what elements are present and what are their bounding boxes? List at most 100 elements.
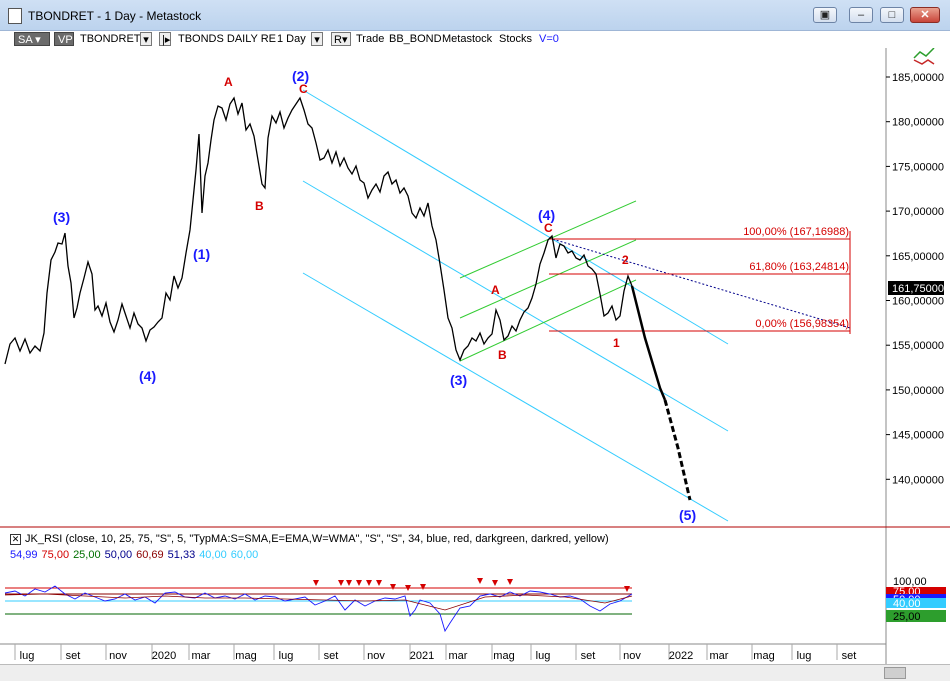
descending-channel [302,89,729,522]
chart-toolbar: SA ▾ VP TBONDRET ▾ |▸ TBONDS DAILY RE 1 … [0,30,890,48]
period-dropdown[interactable]: ▾ [311,32,323,46]
r-label: R [334,34,342,46]
time-tick-label: 2021 [410,650,434,662]
time-tick-label: mar [192,650,211,662]
wave-label-4a: (4) [139,368,156,384]
time-tick-label: mar [449,650,468,662]
trade-label[interactable]: Trade [356,33,385,45]
symbol-description: TBONDS DAILY RE [178,33,277,45]
restore-icon: ▣ [819,9,831,21]
symbol-label: TBONDRET [80,33,141,45]
wave-label-3b: (3) [450,372,467,388]
indicator-header: ✕ JK_RSI (close, 10, 25, 75, "S", 5, "Typ… [0,530,886,564]
indicator-pane [4,578,633,633]
indicator-axis-badges: 100,00 75,00 50,00 40,00 25,00 [886,576,946,623]
svg-text:40,00: 40,00 [893,598,921,610]
wave-label-3a: (3) [53,209,70,225]
price-series [4,96,633,365]
sa-label: SA [18,34,33,46]
symbol-dropdown[interactable]: ▾ [140,32,152,46]
horizontal-scrollbar[interactable] [0,664,950,681]
indicator-title-row: ✕ JK_RSI (close, 10, 25, 75, "S", 5, "Typ… [10,533,609,545]
fibonacci-levels [549,231,851,334]
stocks-label: Stocks [499,33,533,45]
maximize-icon: □ [888,9,896,21]
price-tick-label: 165,00000 [892,251,944,263]
price-tick-label: 180,00000 [892,117,944,129]
time-tick-label: lug [20,650,35,662]
wave-label-b2: B [498,348,507,362]
wave-labels-red: A B C A B C 1 2 [224,75,629,362]
wave-label-2-minor: 2 [622,253,629,267]
time-tick-label: set [66,650,81,662]
indicator-value: 50,00 [104,549,133,561]
r-dropdown[interactable]: R▾ [331,32,351,46]
bb-bond-label: BB_BOND [389,33,442,45]
price-chart[interactable]: 100,00% (167,16988) 61,80% (163,24814) 0… [0,48,950,664]
time-tick-label: lug [536,650,551,662]
wave-label-1: (1) [193,246,210,262]
price-tick-label: 145,00000 [892,430,944,442]
time-tick-label: 2022 [669,650,693,662]
maximize-button[interactable]: □ [880,7,904,23]
minimize-button[interactable]: – [849,7,873,23]
price-tick-label: 185,00000 [892,72,944,84]
time-tick-label: set [324,650,339,662]
price-tick-label: 140,00000 [892,474,944,486]
window-title: TBONDRET - 1 Day - Metastock [28,9,202,23]
indicator-close-icon[interactable]: ✕ [10,533,21,545]
time-tick-label: mar [710,650,729,662]
wave-label-b1: B [255,199,264,213]
price-tick-label: 175,00000 [892,161,944,173]
time-tick-label: 2020 [152,650,176,662]
trend-icon[interactable] [913,48,935,65]
close-icon: ✕ [920,9,930,21]
projection-dashed [663,399,692,501]
fib-0-label: 0,00% (156,98354) [755,318,849,330]
volume-label: V=0 [539,33,559,45]
wave-labels-blue: (3) (1) (4) (2) (3) (4) (5) [53,68,696,523]
fib-618-label: 61,80% (163,24814) [749,261,849,273]
wave-label-a1: A [224,75,233,89]
time-axis: lug set nov 2020 mar mag lug set nov 2021 mar mag lu… [14,644,857,662]
time-tick-label: mag [753,650,774,662]
time-tick-label: set [581,650,596,662]
indicator-value: 40,00 [199,549,227,561]
wave-label-1-minor: 1 [613,336,620,350]
wave-label-c1: C [299,82,308,96]
metastock-label: Metastock [442,33,493,45]
price-tick-label: 155,00000 [892,340,944,352]
wave-label-2: (2) [292,68,309,84]
price-tick-label: 170,00000 [892,206,944,218]
svg-text:25,00: 25,00 [893,611,921,623]
indicator-value: 51,33 [167,549,196,561]
time-tick-label: mag [235,650,256,662]
time-tick-label: nov [623,650,641,662]
vp-button[interactable]: VP [54,32,74,46]
fib-100-label: 100,00% (167,16988) [743,226,849,238]
time-tick-label: lug [279,650,294,662]
restore-chart-button[interactable]: ▣ [813,7,837,23]
current-price-badge: 161,75000 [888,281,944,295]
svg-text:161,75000: 161,75000 [892,283,944,295]
minimize-icon: – [857,9,865,21]
projection-solid [630,285,667,401]
price-axis: 185,00000 180,00000 175,00000 170,00000 165,… [886,72,944,486]
title-bar: TBONDRET - 1 Day - Metastock ▣ – □ ✕ [0,0,950,31]
indicator-value: 75,00 [41,549,70,561]
time-tick-label: nov [367,650,385,662]
time-tick-label: nov [109,650,127,662]
app-icon [8,8,22,24]
price-tick-label: 160,00000 [892,296,944,308]
symbol-nav-icon[interactable]: |▸ [159,32,171,46]
close-button[interactable]: ✕ [910,7,940,23]
indicator-params: (close, 10, 25, 75, "S", 5, "TypMA:S=SMA… [65,533,609,545]
scrollbar-thumb[interactable] [884,667,906,679]
sa-dropdown[interactable]: SA ▾ [14,32,50,46]
period-label: 1 Day [277,33,306,45]
wave-label-a2: A [491,283,500,297]
time-tick-label: set [842,650,857,662]
indicator-name: JK_RSI [25,533,63,545]
indicator-value: 54,99 [10,549,38,561]
indicator-values: 54,99 75,00 25,00 50,00 60,69 51,33 40,00 60,00 [10,549,262,561]
